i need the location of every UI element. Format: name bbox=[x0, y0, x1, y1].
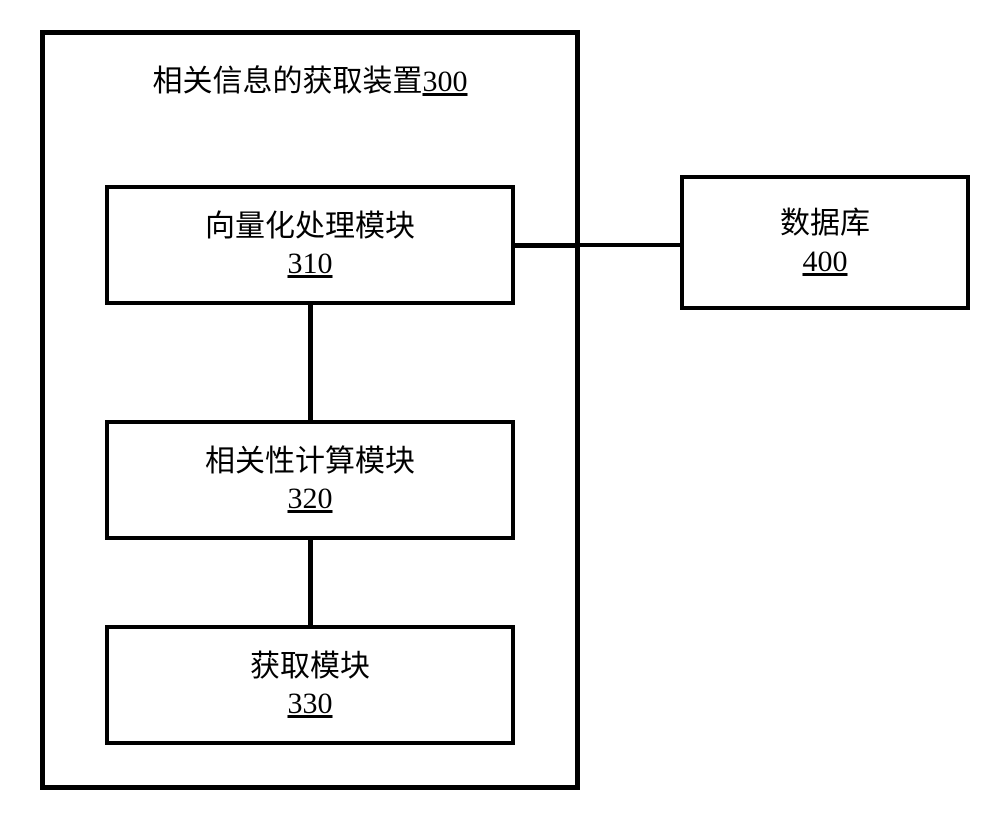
edge-310-database-seg2 bbox=[580, 243, 680, 247]
module-320-label: 相关性计算模块 bbox=[205, 443, 415, 481]
container-title-label: 相关信息的获取装置 bbox=[153, 65, 423, 98]
module-box-330: 获取模块 330 bbox=[105, 625, 515, 745]
edge-310-database-seg1 bbox=[515, 243, 580, 248]
module-box-320: 相关性计算模块 320 bbox=[105, 420, 515, 540]
database-box-400: 数据库 400 bbox=[680, 175, 970, 310]
module-320-num: 320 bbox=[288, 480, 333, 518]
edge-320-330 bbox=[308, 540, 313, 625]
diagram-canvas: 相关信息的获取装置300 向量化处理模块 310 相关性计算模块 320 获取模… bbox=[0, 0, 1000, 821]
module-330-label: 获取模块 bbox=[250, 648, 370, 686]
database-label: 数据库 bbox=[780, 205, 870, 243]
container-title-num: 300 bbox=[423, 65, 468, 98]
container-title: 相关信息的获取装置300 bbox=[45, 63, 575, 101]
module-310-label: 向量化处理模块 bbox=[205, 208, 415, 246]
module-310-num: 310 bbox=[288, 245, 333, 283]
module-box-310: 向量化处理模块 310 bbox=[105, 185, 515, 305]
edge-310-320 bbox=[308, 305, 313, 420]
database-num: 400 bbox=[803, 243, 848, 281]
module-330-num: 330 bbox=[288, 685, 333, 723]
